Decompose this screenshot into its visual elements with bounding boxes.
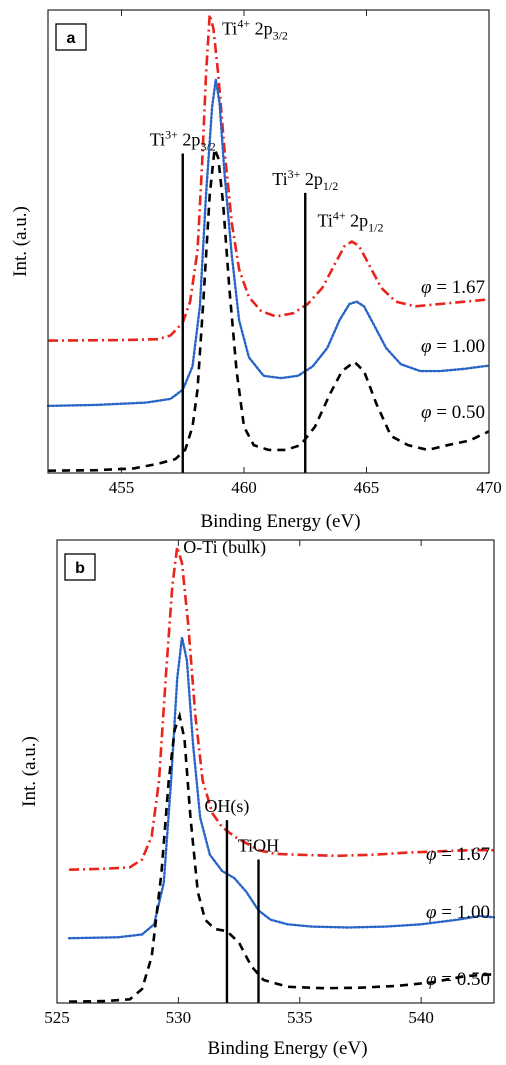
x-tick-label: 530 bbox=[166, 1008, 192, 1027]
label-text: O-Ti (bulk) bbox=[183, 537, 266, 558]
series-line-2 bbox=[69, 711, 495, 1003]
x-tick-label: 525 bbox=[44, 1008, 70, 1027]
marker-label: Ti3+ 2p3/2 bbox=[150, 128, 216, 154]
series-label-value: = 1.67 bbox=[432, 277, 485, 298]
peak-label: Ti4+ 2p1/2 bbox=[318, 209, 384, 235]
series-label-value: = 1.67 bbox=[437, 844, 490, 865]
label-sub: 3/2 bbox=[200, 140, 215, 154]
series-line-1 bbox=[46, 79, 491, 408]
series-label: φ = 1.67 bbox=[426, 844, 490, 865]
label-sub: 3/2 bbox=[273, 29, 288, 43]
marker-label: TiOH bbox=[238, 835, 279, 855]
series-label: φ = 1.00 bbox=[426, 902, 490, 923]
series-label-symbol: φ bbox=[426, 844, 437, 865]
panel-label-box bbox=[55, 23, 87, 51]
x-tick-label: 460 bbox=[231, 478, 257, 497]
y-axis-title: Int. (a.u.) bbox=[10, 206, 31, 277]
x-axis-title: Binding Energy (eV) bbox=[200, 511, 360, 532]
series-line-1 bbox=[67, 636, 496, 940]
label-base: Ti bbox=[272, 169, 287, 189]
panel-label: b bbox=[75, 560, 85, 577]
label-base: Ti bbox=[150, 130, 165, 150]
series-line-0 bbox=[47, 14, 490, 342]
series-label-symbol: φ bbox=[421, 402, 432, 423]
panel-label-box bbox=[64, 553, 96, 581]
plot-frame bbox=[47, 9, 490, 474]
x-tick-label: 455 bbox=[109, 478, 135, 497]
label-sub: 1/2 bbox=[323, 179, 338, 193]
x-tick-label: 535 bbox=[287, 1008, 313, 1027]
peak-label: Ti4+ 2p3/2 bbox=[222, 17, 288, 43]
series-label-value: = 1.00 bbox=[437, 902, 490, 923]
series-label: φ = 1.00 bbox=[421, 336, 485, 357]
series-line-0 bbox=[69, 546, 494, 871]
label-mid: 2p bbox=[300, 169, 323, 189]
series-label: φ = 0.50 bbox=[426, 969, 490, 990]
label-sup: 3+ bbox=[165, 128, 178, 142]
y-axis-title: Int. (a.u.) bbox=[19, 736, 40, 807]
x-tick-label: 465 bbox=[354, 478, 380, 497]
label-base: Ti bbox=[222, 19, 237, 39]
label-sup: 4+ bbox=[237, 17, 250, 31]
marker-label: OH(s) bbox=[204, 796, 249, 817]
label-sup: 4+ bbox=[333, 209, 346, 223]
label-text: OH(s) bbox=[204, 796, 249, 817]
x-axis-title: Binding Energy (eV) bbox=[207, 1038, 367, 1059]
label-base: Ti bbox=[318, 211, 333, 231]
marker-label: Ti3+ 2p1/2 bbox=[272, 167, 338, 193]
label-mid: 2p bbox=[178, 130, 201, 150]
panel-label: a bbox=[67, 30, 76, 47]
series-label-value: = 0.50 bbox=[437, 969, 490, 990]
series-label-symbol: φ bbox=[421, 277, 432, 298]
plot-frame bbox=[56, 539, 495, 1004]
peak-label: O-Ti (bulk) bbox=[183, 537, 266, 558]
series-label-symbol: φ bbox=[421, 336, 432, 357]
series-label: φ = 0.50 bbox=[421, 402, 485, 423]
series-label-symbol: φ bbox=[426, 902, 437, 923]
series-label: φ = 1.67 bbox=[421, 277, 485, 298]
x-tick-label: 470 bbox=[476, 478, 502, 497]
series-label-value: = 0.50 bbox=[432, 402, 485, 423]
series-label-symbol: φ bbox=[426, 969, 437, 990]
label-mid: 2p bbox=[250, 19, 273, 39]
x-tick-label: 540 bbox=[408, 1008, 434, 1027]
label-text: TiOH bbox=[238, 835, 279, 855]
label-sub: 1/2 bbox=[368, 221, 383, 235]
label-sup: 3+ bbox=[288, 167, 301, 181]
label-mid: 2p bbox=[346, 211, 369, 231]
series-line-2 bbox=[47, 148, 490, 472]
series-label-value: = 1.00 bbox=[432, 336, 485, 357]
